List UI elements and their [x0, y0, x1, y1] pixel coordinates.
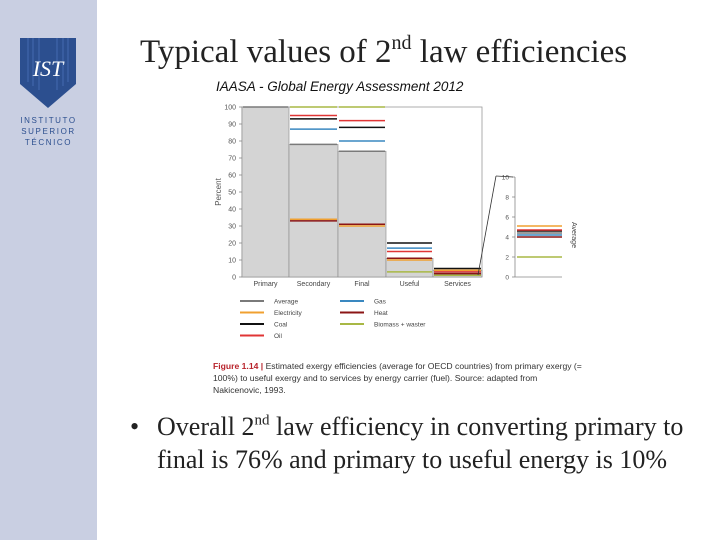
connector-line — [495, 175, 514, 178]
inset-y-tick-label: 2 — [505, 255, 509, 262]
bullet-text: Overall 2nd law efficiency in converting… — [157, 412, 684, 474]
bar-final — [337, 150, 387, 278]
inset-y-tick-label: 8 — [505, 195, 509, 202]
y-tick-label: 80 — [228, 139, 236, 146]
institution-line-2: SUPERIOR — [21, 127, 76, 136]
y-tick-label: 50 — [228, 190, 236, 197]
connector-line — [477, 175, 497, 276]
figure-caption: Figure 1.14 | Estimated exergy efficienc… — [213, 361, 582, 395]
logo-text: IST — [32, 56, 65, 81]
y-tick-label: 60 — [228, 173, 236, 180]
ist-logo-icon: IST — [20, 38, 76, 108]
legend-label: Heat — [374, 310, 388, 317]
inset-y-tick-label: 10 — [502, 175, 510, 182]
bar-secondary — [288, 144, 339, 278]
bullet-point: • Overall 2nd law efficiency in converti… — [130, 410, 690, 476]
x-tick-label: Primary — [253, 281, 278, 288]
x-tick-label: Final — [354, 281, 370, 288]
y-tick-label: 0 — [232, 275, 236, 282]
x-tick-label: Services — [444, 281, 471, 288]
inset-label: Average — [570, 222, 577, 248]
x-tick-label: Secondary — [297, 281, 331, 288]
legend-label: Oil — [274, 333, 283, 340]
inset-y-tick-label: 6 — [505, 215, 509, 222]
y-axis-label: Percent — [214, 177, 223, 205]
y-tick-label: 40 — [228, 207, 236, 214]
y-tick-label: 100 — [224, 105, 236, 112]
legend-label: Coal — [274, 322, 288, 329]
slide-title: Typical values of 2nd law efficiencies — [140, 32, 628, 70]
y-tick-label: 30 — [228, 224, 236, 231]
y-tick-label: 90 — [228, 122, 236, 129]
figure-source-label: IAASA - Global Energy Assessment 2012 — [216, 79, 464, 94]
legend-label: Electricity — [274, 310, 303, 317]
bar-useful — [385, 258, 434, 278]
sidebar: IST INSTITUTO SUPERIOR TÉCNICO — [0, 0, 97, 540]
y-tick-label: 10 — [228, 258, 236, 265]
inset-y-tick-label: 4 — [505, 235, 509, 242]
institution-line-3: TÉCNICO — [24, 138, 73, 147]
legend-label: Gas — [374, 299, 387, 306]
institution-line-1: INSTITUTO — [20, 116, 77, 125]
bar-primary — [241, 106, 290, 278]
bullet-marker: • — [130, 412, 140, 441]
y-tick-label: 70 — [228, 156, 236, 163]
legend-label: Average — [274, 299, 298, 306]
legend-label: Biomass + waster — [374, 322, 426, 329]
y-tick-label: 20 — [228, 241, 236, 248]
inset-y-tick-label: 0 — [505, 275, 509, 282]
x-tick-label: Useful — [400, 281, 420, 288]
